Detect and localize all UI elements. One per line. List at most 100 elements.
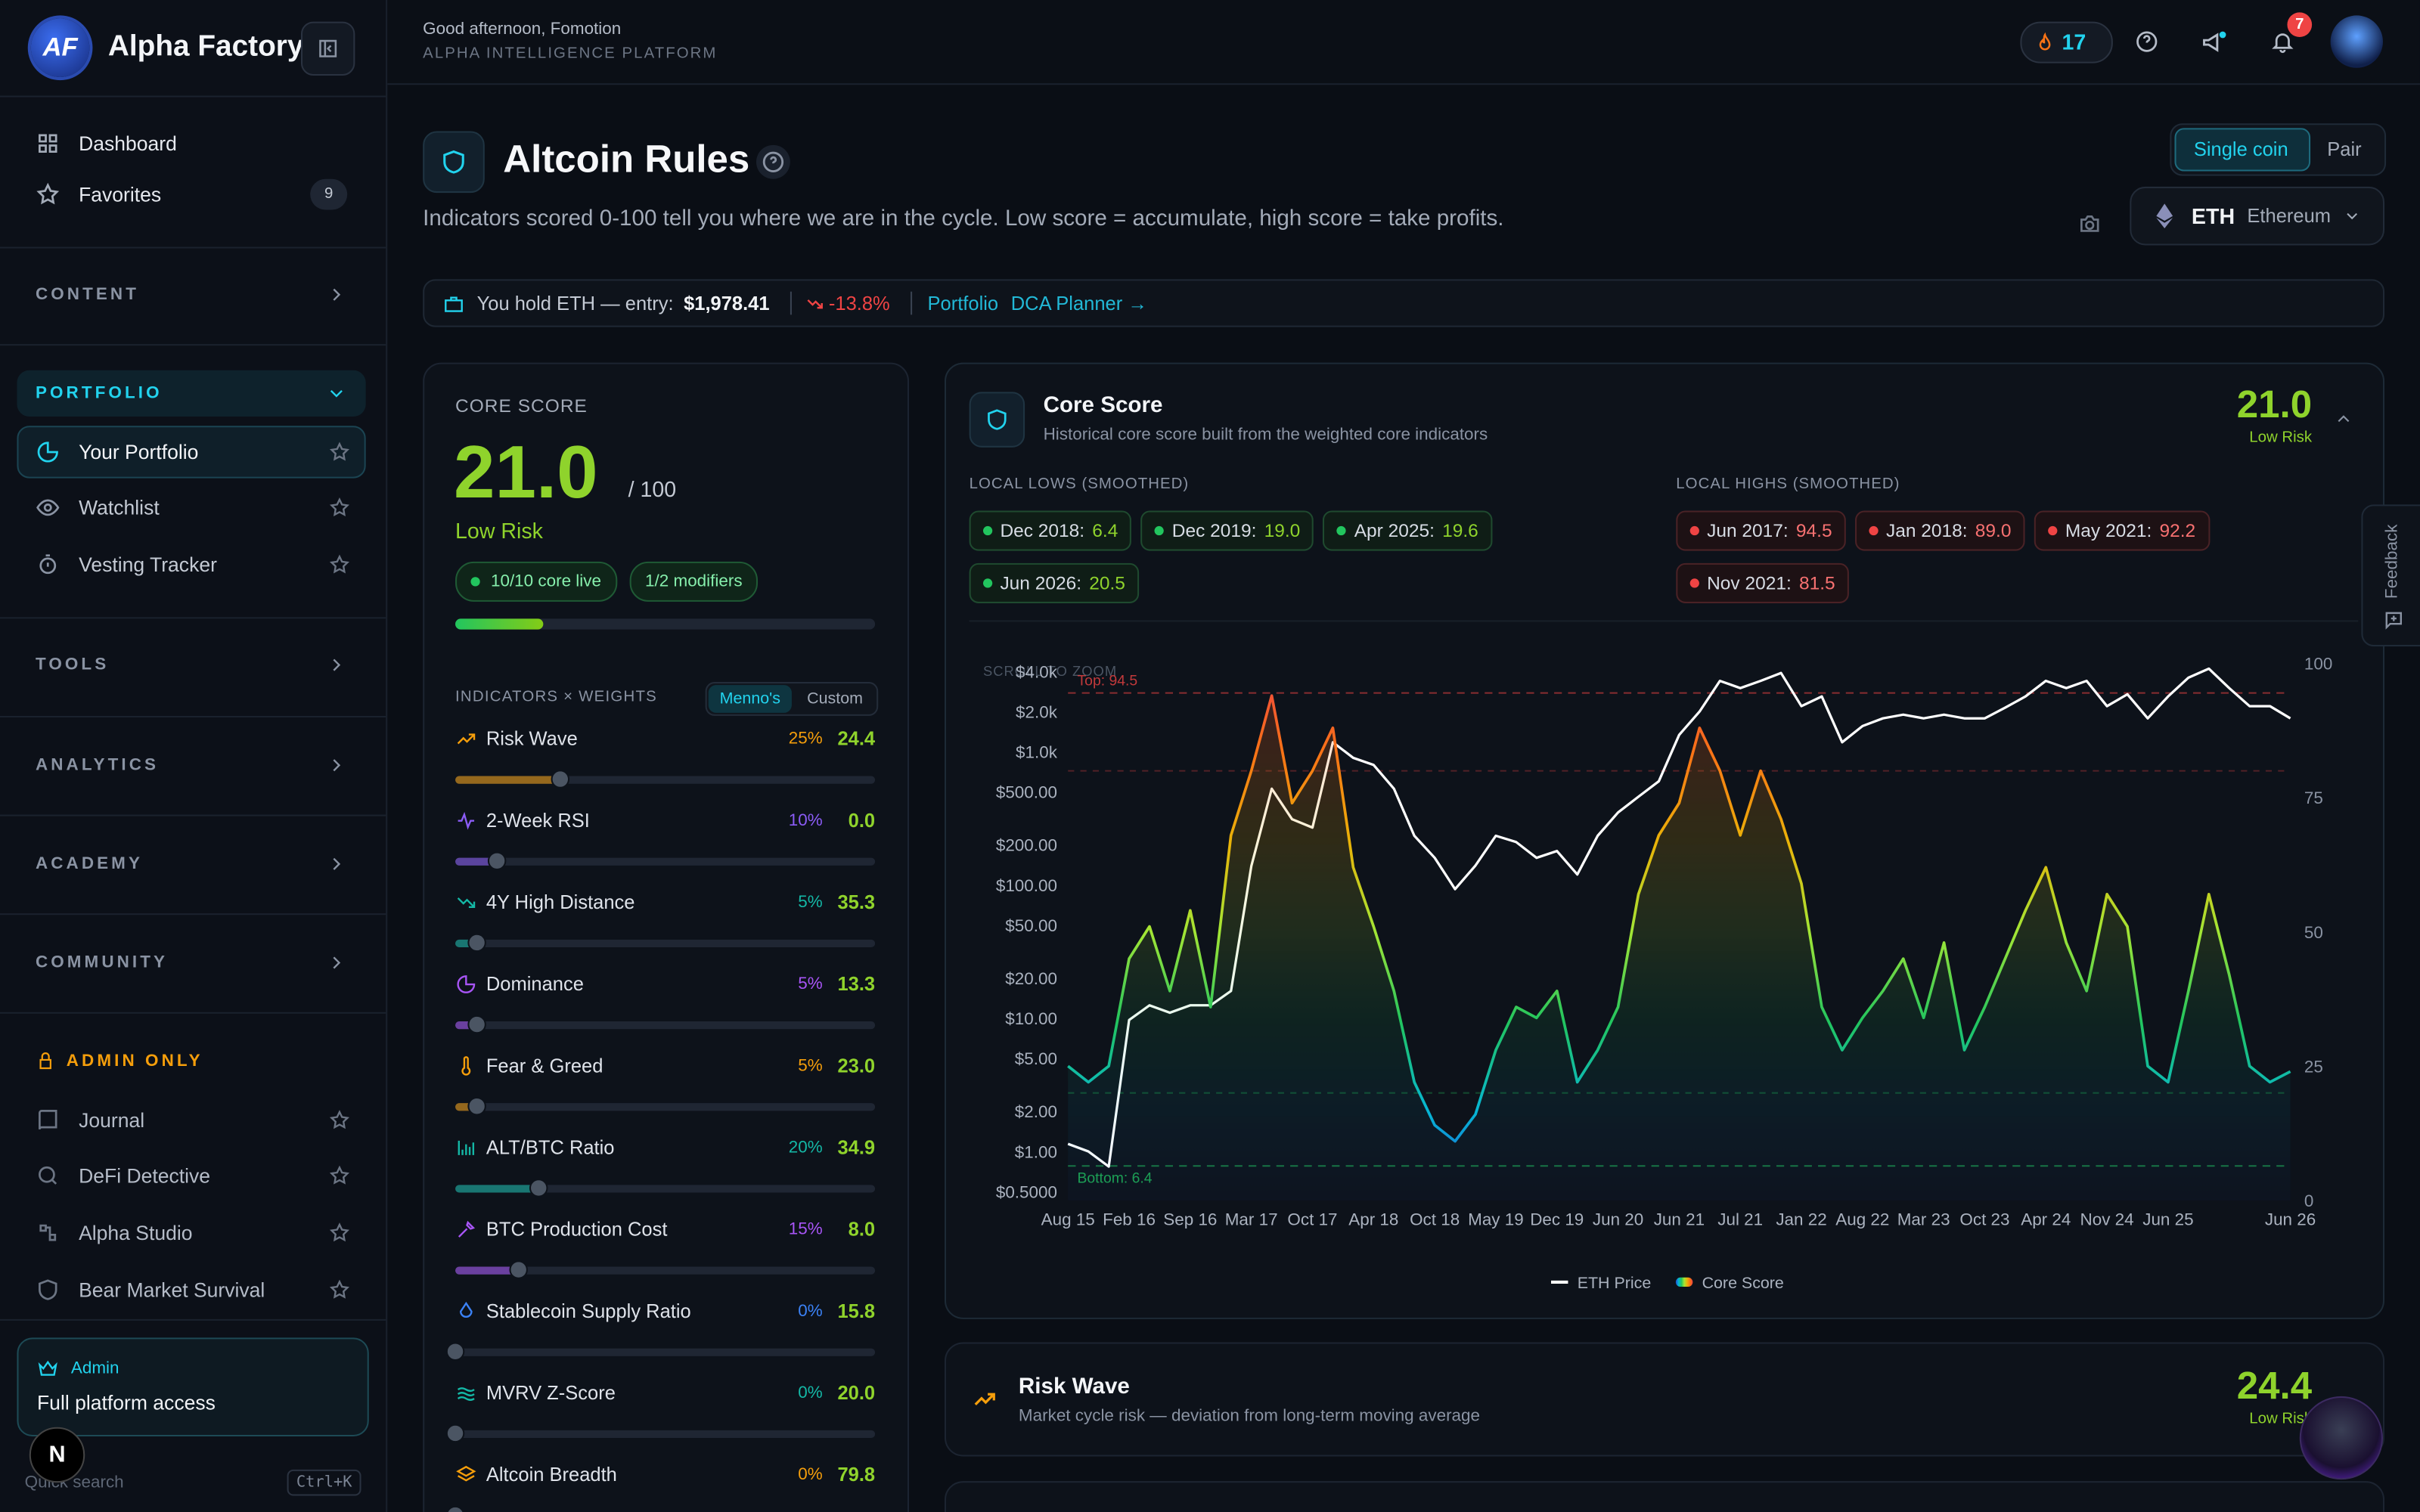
portfolio-link[interactable]: Portfolio <box>927 293 999 315</box>
weight-track[interactable] <box>455 1015 876 1034</box>
dev-badge[interactable]: N <box>29 1427 85 1483</box>
dca-link[interactable]: DCA Planner → <box>1010 293 1147 315</box>
preset[interactable]: Custom <box>807 689 863 708</box>
group-label[interactable]: COMMUNITY <box>35 953 169 972</box>
collapse-chevron[interactable] <box>2334 409 2354 429</box>
title-icon <box>423 131 485 194</box>
risk-card[interactable]: Risk Wave Market cycle risk — deviation … <box>944 1342 2385 1457</box>
chip[interactable]: Nov 2021: 81.5 <box>1676 562 1850 603</box>
camera-icon[interactable] <box>2077 212 2102 237</box>
avatar[interactable] <box>2330 15 2383 68</box>
weight-track[interactable] <box>455 770 876 789</box>
collapse-button[interactable] <box>300 21 355 76</box>
chevron[interactable] <box>326 952 348 974</box>
chip[interactable]: Jan 2018: 89.0 <box>1855 510 2025 551</box>
nav-item[interactable]: Journal <box>79 1108 145 1132</box>
indicator-icon <box>457 1387 475 1401</box>
item-icon <box>39 1166 57 1185</box>
divider <box>0 95 386 98</box>
notification-badge: 7 <box>2287 12 2313 37</box>
chevron[interactable] <box>326 854 348 875</box>
weight-thumb[interactable] <box>529 1179 549 1198</box>
nav-item[interactable]: DeFi Detective <box>79 1163 211 1188</box>
nav-label[interactable]: Favorites <box>79 182 162 206</box>
weight-thumb[interactable] <box>551 770 570 789</box>
weight-thumb[interactable] <box>467 1097 486 1116</box>
mode-option[interactable]: Single coin <box>2193 138 2288 161</box>
mode-active[interactable] <box>2174 128 2311 172</box>
weight-thumb[interactable] <box>445 1424 465 1443</box>
chevron[interactable] <box>326 654 348 676</box>
favorite-star[interactable] <box>329 1109 351 1131</box>
chip[interactable]: Jun 2017: 94.5 <box>1676 510 1846 551</box>
weight-thumb[interactable] <box>445 1342 465 1361</box>
indicator-score: 15.8 <box>837 1300 876 1322</box>
weight-track[interactable] <box>455 851 876 871</box>
nav-item[interactable]: Your Portfolio <box>79 440 199 464</box>
weight-thumb[interactable] <box>488 851 507 871</box>
weight-track[interactable] <box>445 1424 876 1443</box>
favorite-star[interactable] <box>329 554 351 576</box>
divider <box>0 715 386 717</box>
item-icon <box>39 1279 57 1300</box>
collapse-icon <box>319 39 337 57</box>
coin-selector[interactable]: ETH Ethereum <box>2130 186 2385 246</box>
indicator-icon <box>458 1140 475 1155</box>
indicator-weight: 5% <box>798 1056 823 1076</box>
chevron[interactable] <box>326 383 348 404</box>
chevron[interactable] <box>326 284 348 306</box>
item-icon <box>36 499 60 516</box>
preset[interactable]: Menno's <box>719 689 781 708</box>
help-icon[interactable] <box>2134 29 2159 54</box>
indicator-icon <box>457 897 476 909</box>
chart-hint: SCROLL TO ZOOM <box>983 663 1117 679</box>
weight-thumb[interactable] <box>467 933 486 953</box>
favorite-star[interactable] <box>329 1279 351 1301</box>
streak-pill[interactable]: 17 <box>2020 21 2113 64</box>
bell-icon[interactable] <box>2270 29 2295 54</box>
chip-dot <box>1689 525 1699 536</box>
chip-value: 19.0 <box>1264 519 1301 542</box>
preset-active[interactable] <box>708 685 792 713</box>
group-label[interactable]: TOOLS <box>35 655 110 674</box>
weight-track[interactable] <box>455 1260 876 1279</box>
favorite-star[interactable] <box>329 1222 351 1244</box>
announce-icon[interactable] <box>2201 29 2227 56</box>
weight-track[interactable] <box>455 1097 876 1116</box>
weight-track[interactable] <box>455 1179 876 1198</box>
feedback-tab[interactable]: Feedback <box>2361 504 2420 647</box>
favorite-star[interactable] <box>329 1165 351 1187</box>
assistant-bubble[interactable] <box>2299 1396 2383 1480</box>
x-tick-label: Jul 21 <box>1717 1210 1763 1228</box>
chip-dot <box>1689 578 1699 588</box>
nav-item[interactable]: Bear Market Survival <box>79 1278 265 1302</box>
weight-thumb[interactable] <box>509 1260 528 1279</box>
mode-option[interactable]: Pair <box>2327 138 2362 161</box>
nav-item[interactable]: Alpha Studio <box>79 1221 193 1244</box>
weight-thumb[interactable] <box>467 1015 486 1034</box>
indicator-name: Altcoin Breadth <box>486 1464 617 1486</box>
nav-label[interactable]: Dashboard <box>79 132 177 156</box>
coin-name: Ethereum <box>2247 205 2332 227</box>
group-label[interactable]: PORTFOLIO <box>35 384 163 403</box>
risk-card-score: 24.4 <box>2236 1365 2313 1408</box>
chip[interactable]: Dec 2018: 6.4 <box>969 510 1132 551</box>
chevron[interactable] <box>326 754 348 776</box>
chip[interactable]: Apr 2025: 19.6 <box>1323 510 1493 551</box>
divider <box>0 246 386 249</box>
chip[interactable]: Jun 2026: 20.5 <box>969 562 1140 603</box>
weight-thumb[interactable] <box>445 1505 465 1512</box>
weight-track[interactable] <box>455 933 876 953</box>
favorite-star[interactable] <box>329 442 351 463</box>
y-tick-label: $200.00 <box>996 836 1057 855</box>
nav-item[interactable]: Vesting Tracker <box>79 553 217 577</box>
weight-track[interactable] <box>445 1342 876 1361</box>
group-label[interactable]: ANALYTICS <box>35 755 160 775</box>
title-help[interactable] <box>755 144 792 181</box>
group-label[interactable]: CONTENT <box>35 285 140 305</box>
nav-item[interactable]: Watchlist <box>79 496 160 519</box>
favorite-star[interactable] <box>329 497 351 519</box>
chip[interactable]: Dec 2019: 19.0 <box>1140 510 1314 551</box>
group-label[interactable]: ACADEMY <box>35 854 144 874</box>
chip[interactable]: May 2021: 92.2 <box>2034 510 2210 551</box>
